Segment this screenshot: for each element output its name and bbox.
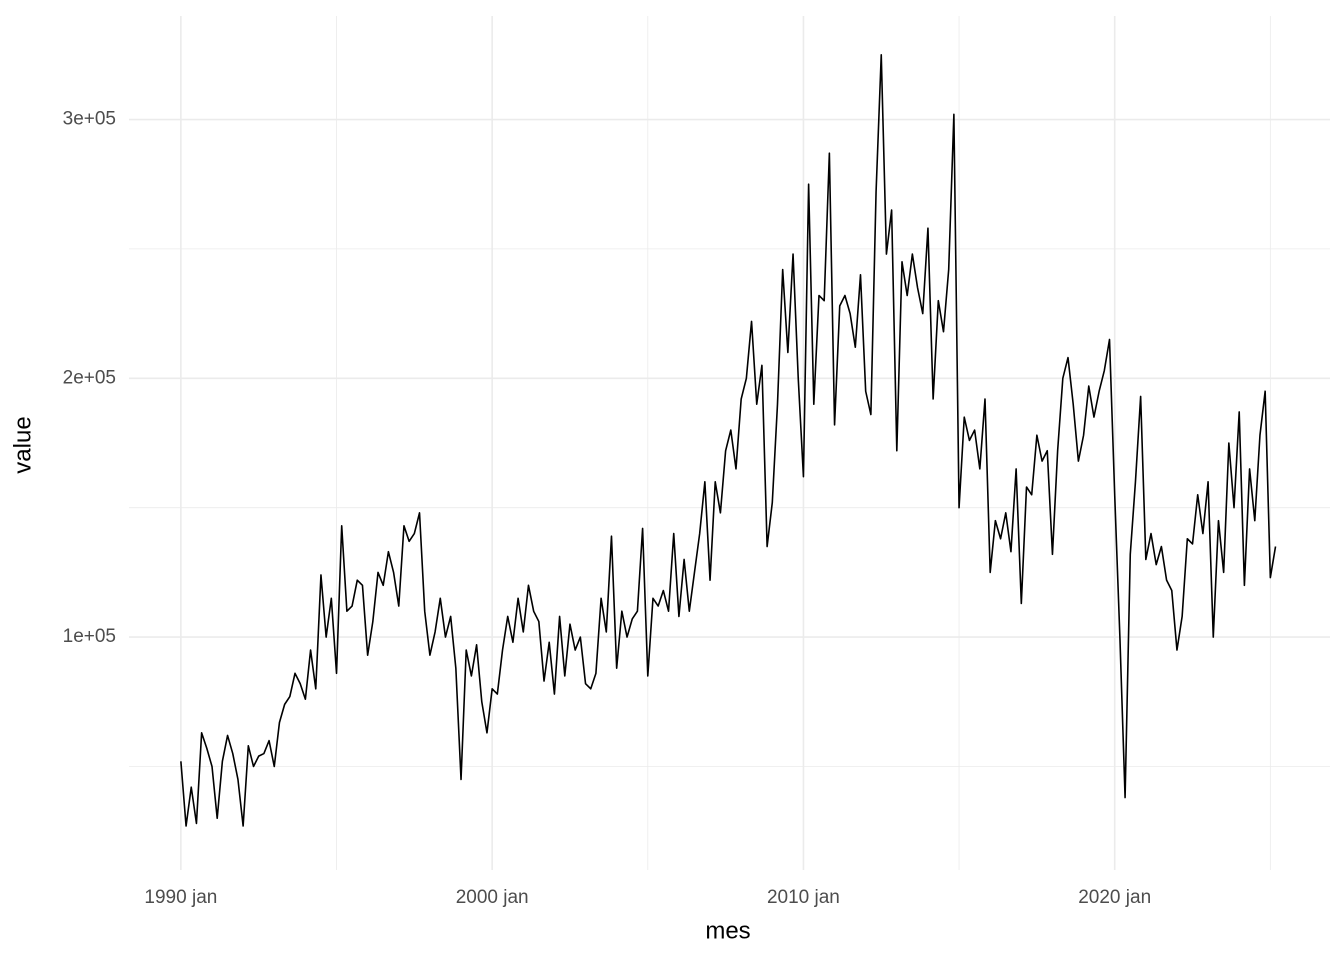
x-tick-label: 2020 jan <box>1078 887 1151 908</box>
x-tick-label: 2000 jan <box>456 887 529 908</box>
data-line <box>180 54 1277 827</box>
x-tick-label: 1990 jan <box>144 887 217 908</box>
y-tick-label: 2e+05 <box>63 367 116 388</box>
x-axis-title: mes <box>705 917 750 944</box>
x-tick-label: 2010 jan <box>767 887 840 908</box>
y-tick-label: 1e+05 <box>63 626 116 647</box>
y-axis-title: value <box>9 416 36 473</box>
grid <box>129 16 1330 870</box>
y-tick-label: 3e+05 <box>63 109 116 130</box>
